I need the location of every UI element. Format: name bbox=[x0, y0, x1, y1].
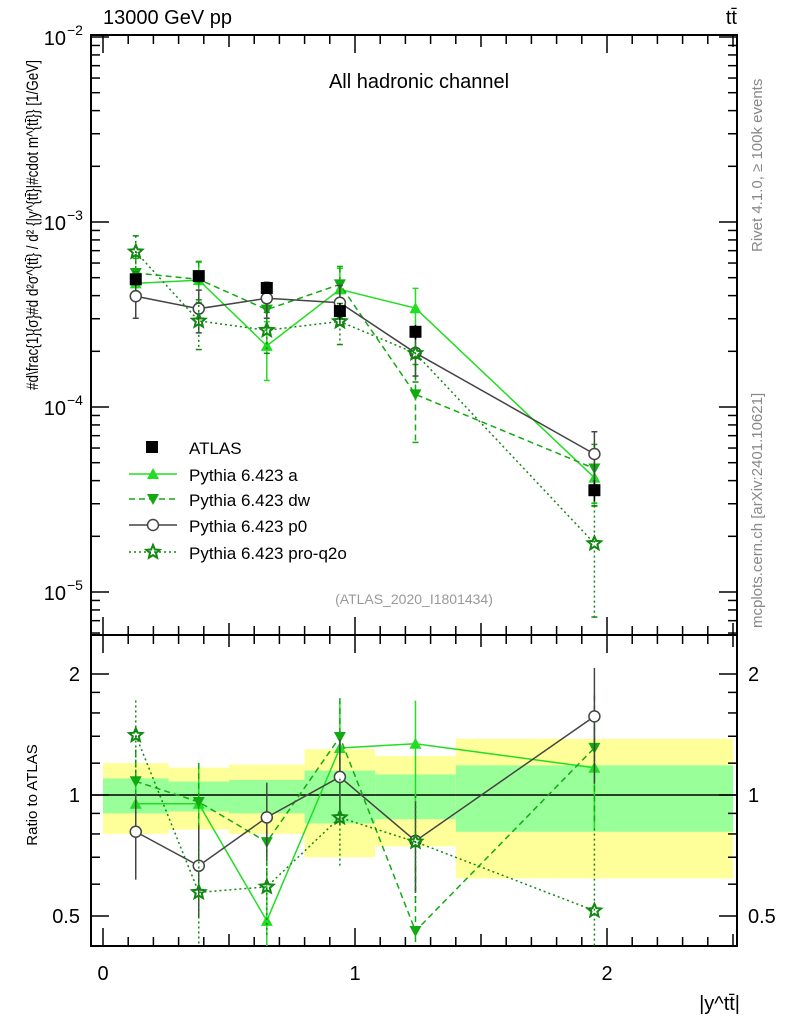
data-point-triangle-down bbox=[333, 732, 346, 744]
data-point-circle bbox=[129, 289, 143, 303]
data-point-square bbox=[588, 484, 601, 497]
y-tick-label: 10 bbox=[44, 213, 66, 235]
data-point-star bbox=[257, 877, 277, 895]
data-point-triangle-up bbox=[147, 468, 159, 479]
ratio-tick-label: 1 bbox=[69, 785, 80, 807]
data-point-circle bbox=[146, 518, 160, 532]
data-point-circle bbox=[333, 770, 347, 784]
series-atlas bbox=[129, 270, 601, 502]
series-layer bbox=[126, 235, 604, 946]
ratio-tick-label: 2 bbox=[748, 664, 759, 686]
data-point-triangle-down bbox=[129, 776, 142, 788]
series-ratio-line bbox=[135, 743, 595, 923]
y-tick-label-exponent: −5 bbox=[67, 577, 83, 593]
legend: ATLAS Pythia 6.423 a Pythia 6.423 dw Pythia… bbox=[129, 439, 347, 563]
legend-label: Pythia 6.423 p0 bbox=[189, 517, 307, 536]
data-point-triangle-up bbox=[409, 302, 422, 314]
header-left: 13000 GeV pp bbox=[103, 7, 232, 29]
data-point-triangle-down bbox=[409, 389, 422, 401]
data-point-square bbox=[409, 325, 422, 338]
data-point-square bbox=[129, 273, 142, 286]
data-point-triangle-up bbox=[260, 914, 273, 926]
data-point-star bbox=[585, 901, 604, 919]
data-point-circle bbox=[588, 447, 601, 461]
series-ratio-line bbox=[135, 735, 595, 933]
legend-label: Pythia 6.423 a bbox=[189, 466, 298, 485]
data-point-square bbox=[192, 270, 205, 283]
data-point-star bbox=[126, 242, 145, 260]
axes: 10−210−310−410 −50.5 0.51 12 20 1 2 bbox=[44, 22, 776, 985]
series-line bbox=[135, 279, 595, 479]
data-point-star bbox=[257, 320, 277, 338]
ratio-tick-label: 2 bbox=[69, 664, 80, 686]
data-point-circle bbox=[129, 825, 143, 838]
data-point-circle bbox=[192, 859, 206, 873]
watermark: (ATLAS_2020_I1801434) bbox=[335, 591, 493, 607]
series-ratio-line bbox=[135, 715, 595, 867]
series-ratio-line bbox=[135, 734, 595, 912]
y-tick-label: 10 bbox=[44, 583, 66, 605]
y-tick-label-exponent: −4 bbox=[67, 392, 83, 408]
data-point-circle bbox=[260, 811, 274, 824]
series-line bbox=[135, 251, 595, 544]
ratio-tick-label: 0.5 bbox=[52, 906, 80, 928]
data-point-circle bbox=[260, 292, 274, 305]
data-point-star bbox=[126, 725, 145, 743]
y-tick-label: 10 bbox=[44, 398, 66, 420]
data-point-star bbox=[330, 808, 349, 826]
data-point-star bbox=[189, 882, 208, 901]
ratio-tick-label: 0.5 bbox=[748, 906, 776, 928]
data-point-square bbox=[333, 305, 346, 318]
data-point-square bbox=[146, 441, 158, 453]
data-point-square bbox=[260, 281, 273, 294]
ratio-y-axis-label: Ratio to ATLAS bbox=[24, 744, 41, 845]
x-axis-label: |y^tt̄| bbox=[699, 993, 740, 1015]
y-tick-label: 10 bbox=[44, 28, 66, 50]
x-tick-label: 0 bbox=[97, 963, 108, 985]
side-text-mcplots: mcplots.cern.ch [arXiv:2401.10621] bbox=[749, 393, 766, 628]
data-point-star bbox=[189, 311, 208, 329]
series-line bbox=[135, 295, 595, 455]
data-point-star bbox=[143, 542, 163, 560]
series-line bbox=[135, 272, 595, 470]
ratio-tick-label: 1 bbox=[748, 785, 759, 807]
ratio-frame bbox=[90, 634, 738, 947]
series-pythia-6-423-pro-q2o bbox=[126, 235, 604, 946]
legend-label: Pythia 6.423 dw bbox=[189, 491, 311, 510]
legend-label: Pythia 6.423 pro-q2o bbox=[189, 544, 347, 563]
x-tick-label: 2 bbox=[601, 963, 612, 985]
y-tick-label-exponent: −3 bbox=[67, 207, 83, 223]
y-axis-label: #d\frac{1}{σ}#d d²σ^{tt̄} / d² {|y^{tt̄}… bbox=[23, 60, 42, 390]
legend-label: ATLAS bbox=[189, 439, 242, 458]
ratio-uncertainty-bands bbox=[91, 738, 737, 879]
data-point-triangle-up bbox=[260, 339, 273, 351]
data-point-star bbox=[406, 343, 425, 362]
data-point-triangle-down bbox=[192, 796, 205, 808]
data-point-star bbox=[406, 832, 425, 850]
x-tick-label: 1 bbox=[349, 963, 360, 985]
data-point-circle bbox=[588, 710, 601, 723]
data-point-triangle-down bbox=[147, 494, 159, 505]
data-point-star bbox=[330, 311, 349, 330]
data-point-triangle-up bbox=[409, 737, 422, 749]
header-right: tt̄ bbox=[726, 7, 738, 29]
side-text-rivet: Rivet 4.1.0, ≥ 100k events bbox=[749, 79, 766, 252]
chart-title: All hadronic channel bbox=[329, 71, 509, 93]
data-point-star bbox=[585, 533, 604, 552]
data-point-triangle-down bbox=[409, 926, 422, 938]
y-tick-label-exponent: −2 bbox=[67, 22, 83, 38]
